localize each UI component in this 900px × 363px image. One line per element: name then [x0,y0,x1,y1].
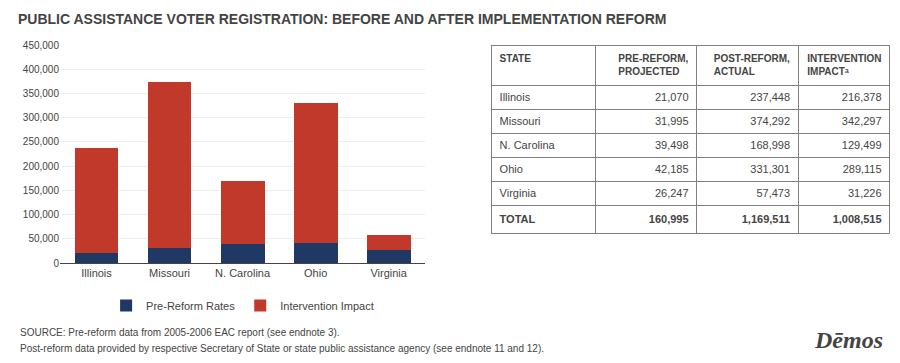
svg-text:150,000: 150,000 [23,185,60,196]
svg-text:Ohio: Ohio [304,267,327,279]
svg-text:Ohio: Ohio [500,163,523,175]
svg-text:26,247: 26,247 [655,187,689,199]
svg-text:39,498: 39,498 [655,139,689,151]
svg-text:57,473: 57,473 [756,187,790,199]
svg-text:N. Carolina: N. Carolina [500,139,556,151]
svg-text:PUBLIC ASSISTANCE VOTER REGIST: PUBLIC ASSISTANCE VOTER REGISTRATION: BE… [18,11,666,27]
svg-text:1,169,511: 1,169,511 [742,213,790,225]
svg-text:400,000: 400,000 [23,64,60,75]
svg-text:450,000: 450,000 [23,40,60,51]
svg-text:SOURCE: Pre-reform data from 2: SOURCE: Pre-reform data from 2005-2006 E… [20,327,340,338]
svg-text:129,499: 129,499 [842,139,882,151]
svg-text:31,226: 31,226 [848,187,882,199]
svg-text:100,000: 100,000 [23,209,60,220]
svg-text:STATE: STATE [500,53,532,64]
svg-text:Intervention Impact: Intervention Impact [280,300,374,312]
svg-text:Virginia: Virginia [500,187,537,199]
svg-text:21,070: 21,070 [655,91,689,103]
svg-text:50,000: 50,000 [28,233,59,244]
svg-text:N. Carolina: N. Carolina [215,267,271,279]
svg-text:250,000: 250,000 [23,136,60,147]
svg-text:Post-reform data provided by r: Post-reform data provided by respective … [20,343,544,354]
svg-text:Pre-Reform Rates: Pre-Reform Rates [146,300,235,312]
svg-text:342,297: 342,297 [842,115,882,127]
svg-text:1,008,515: 1,008,515 [833,213,882,225]
svg-text:168,998: 168,998 [750,139,790,151]
svg-text:Virginia: Virginia [370,267,407,279]
svg-text:289,115: 289,115 [843,163,882,175]
svg-text:350,000: 350,000 [23,88,60,99]
svg-text:331,301: 331,301 [750,163,790,175]
svg-text:31,995: 31,995 [655,115,689,127]
svg-text:300,000: 300,000 [23,112,60,123]
svg-text:200,000: 200,000 [23,161,60,172]
svg-text:Dēmos: Dēmos [814,327,883,353]
svg-text:0: 0 [53,258,59,269]
svg-text:374,292: 374,292 [750,115,790,127]
svg-text:INTERVENTIONIMPACTᵃ: INTERVENTIONIMPACTᵃ [807,53,881,77]
svg-text:216,378: 216,378 [842,91,882,103]
svg-text:Illinois: Illinois [81,267,112,279]
svg-text:TOTAL: TOTAL [500,213,536,225]
svg-text:Illinois: Illinois [500,91,531,103]
svg-text:POST-REFORM,ACTUAL: POST-REFORM,ACTUAL [714,53,790,77]
svg-text:PRE-REFORM,PROJECTED: PRE-REFORM,PROJECTED [618,53,688,77]
svg-text:Missouri: Missouri [500,115,541,127]
svg-text:42,185: 42,185 [655,163,689,175]
svg-text:Missouri: Missouri [149,267,190,279]
svg-text:160,995: 160,995 [649,213,689,225]
svg-text:237,448: 237,448 [750,91,790,103]
